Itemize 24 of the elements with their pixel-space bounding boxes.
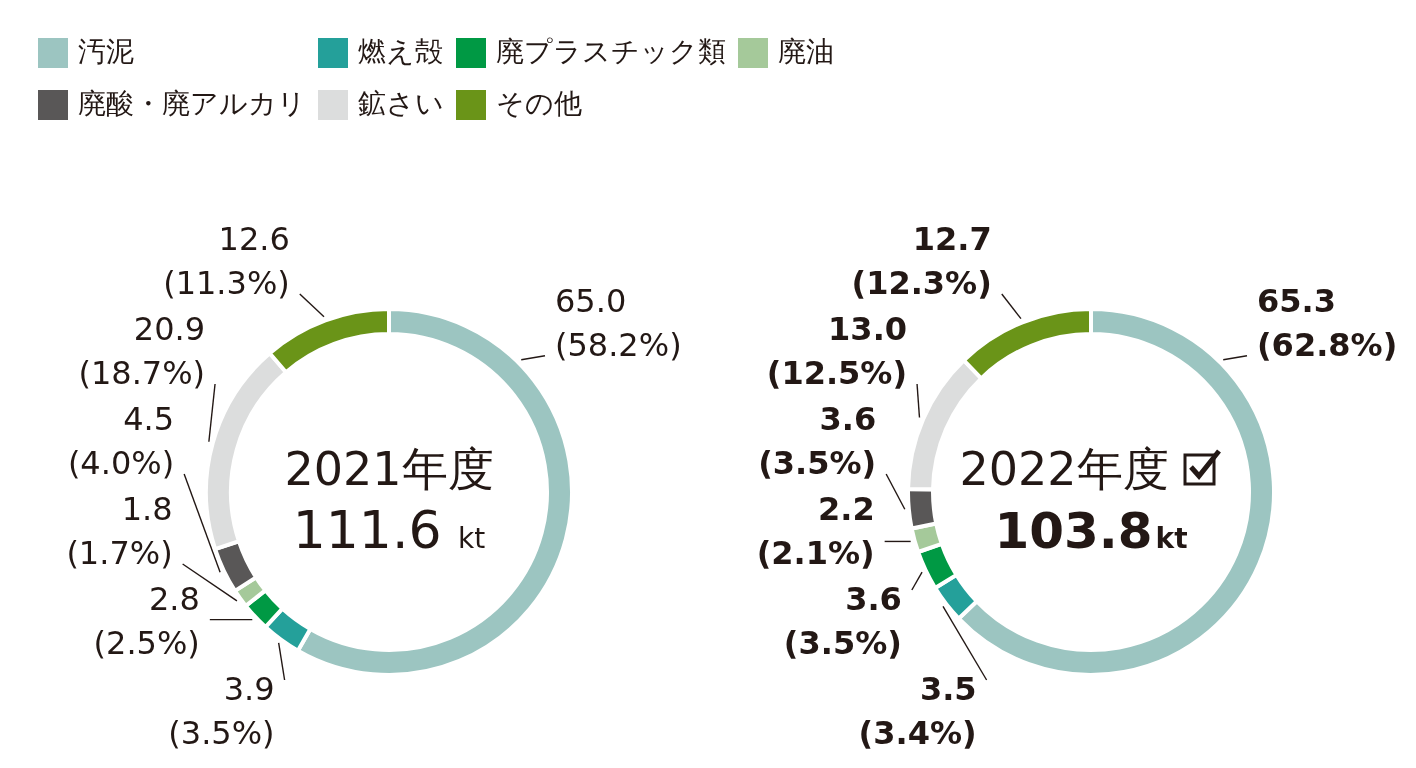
text: 111.6 kt: [292, 500, 486, 560]
data-label: 65.3 (62.8%): [1256, 281, 1398, 364]
data-label: 1.8 (1.7%): [66, 490, 173, 572]
data-label: 2.8 (2.5%): [93, 580, 200, 662]
data-label: 20.9 (18.7%): [78, 310, 206, 392]
legend-label: 廃酸・廃アルカリ: [78, 87, 306, 120]
data-label: 13.0 (12.5%): [766, 310, 908, 392]
text: 2022年度: [959, 442, 1169, 496]
data-label: 2.2 (2.1%): [756, 490, 875, 572]
legend-label: 鉱さい: [358, 87, 444, 120]
legend-label: 廃プラスチック類: [496, 35, 726, 68]
legend-label: 廃油: [778, 35, 834, 68]
data-label: 3.9 (3.5%): [168, 670, 275, 752]
data-label: 3.6 (3.5%): [758, 400, 877, 482]
text: 2021年度: [284, 442, 494, 496]
data-label: 12.7 (12.3%): [851, 220, 992, 302]
data-label: 12.6 (11.3%): [163, 220, 290, 302]
data-label: 65.0 (58.2%): [554, 281, 682, 364]
legend-label: 燃え殻: [358, 35, 443, 68]
legend-label: その他: [496, 87, 582, 120]
data-label: 4.5 (4.0%): [67, 400, 175, 482]
legend-label: 汚泥: [78, 35, 134, 68]
data-label: 3.6 (3.5%): [783, 580, 902, 662]
data-label: 3.5 (3.4%): [858, 670, 977, 752]
